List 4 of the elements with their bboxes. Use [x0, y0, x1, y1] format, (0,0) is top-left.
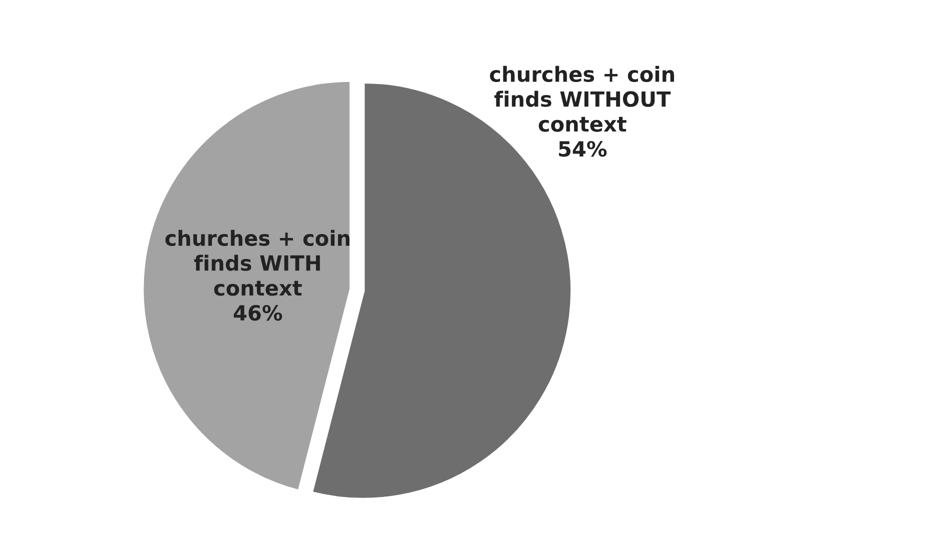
slice-label: churches + coin finds WITH context — [165, 230, 350, 296]
slice-label: churches + coin finds WITHOUT context — [490, 66, 674, 132]
data-label: 46% — [234, 304, 282, 321]
data-label: 54% — [559, 141, 607, 157]
